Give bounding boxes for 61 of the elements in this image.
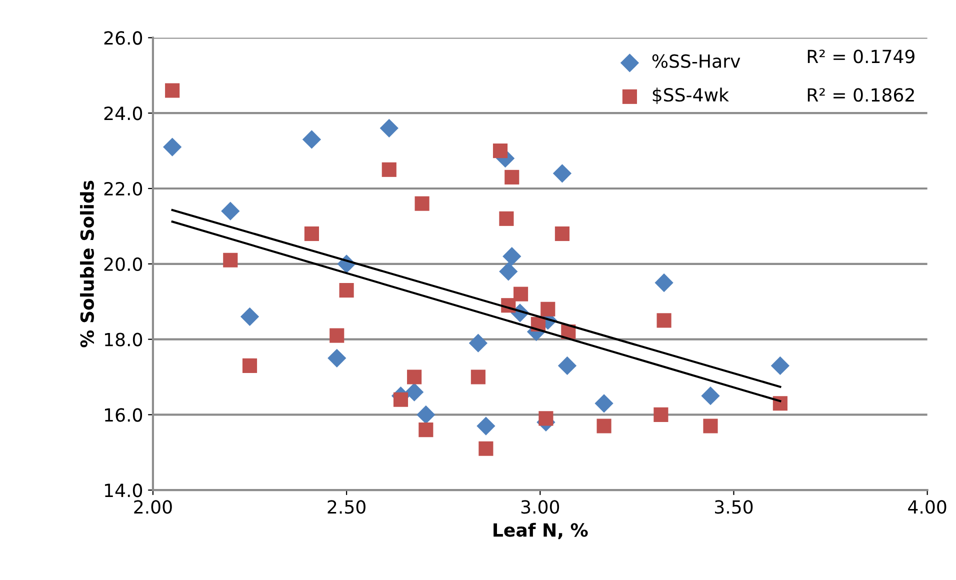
point bbox=[242, 358, 258, 373]
point bbox=[407, 370, 422, 384]
point bbox=[656, 313, 672, 328]
point bbox=[499, 262, 518, 281]
point bbox=[339, 283, 354, 298]
y-tick-label: 20.0 bbox=[104, 257, 142, 272]
point bbox=[772, 396, 788, 411]
point bbox=[470, 370, 486, 384]
point bbox=[499, 211, 514, 226]
point bbox=[596, 418, 612, 434]
point bbox=[552, 164, 572, 183]
legend-label: %SS-Harv bbox=[652, 54, 740, 68]
point bbox=[492, 144, 508, 158]
point bbox=[380, 118, 398, 138]
point bbox=[382, 162, 396, 177]
y-axis-title: % Soluble Solids bbox=[80, 180, 94, 348]
point bbox=[654, 407, 668, 422]
x-tick-label: 3.00 bbox=[521, 500, 560, 514]
point bbox=[330, 328, 344, 343]
point bbox=[701, 386, 720, 406]
point bbox=[594, 394, 614, 413]
point bbox=[240, 307, 260, 326]
annotation: R² = 0.1862 bbox=[808, 88, 914, 102]
y-tick-label: 14.0 bbox=[105, 484, 142, 498]
y-tick-label: 18.0 bbox=[105, 332, 142, 346]
point bbox=[770, 356, 790, 376]
point bbox=[302, 130, 322, 149]
y-tick-label: 22.0 bbox=[104, 182, 142, 196]
point bbox=[538, 411, 554, 426]
point bbox=[468, 334, 488, 352]
point bbox=[476, 416, 496, 436]
point bbox=[414, 196, 430, 211]
point bbox=[393, 392, 408, 407]
point bbox=[328, 348, 346, 368]
point bbox=[416, 405, 436, 424]
annotation: R² = 0.1749 bbox=[808, 50, 914, 64]
x-tick-label: 2.50 bbox=[328, 500, 366, 514]
point bbox=[223, 252, 238, 268]
x-tick-label: 4.00 bbox=[908, 500, 946, 514]
x-axis-title: Leaf N, % bbox=[494, 522, 588, 540]
point bbox=[504, 170, 520, 184]
point bbox=[558, 356, 577, 376]
point bbox=[221, 202, 240, 220]
point bbox=[540, 302, 556, 316]
point bbox=[513, 286, 528, 302]
point bbox=[418, 422, 434, 438]
point bbox=[163, 138, 182, 156]
point bbox=[478, 441, 494, 456]
point bbox=[654, 273, 674, 292]
point bbox=[404, 382, 424, 402]
point bbox=[554, 226, 570, 242]
point bbox=[703, 418, 718, 434]
legend-label: $SS-4wk bbox=[652, 88, 729, 104]
y-tick-label: 24.0 bbox=[104, 106, 142, 120]
y-tick-label: 26.0 bbox=[104, 31, 142, 45]
point bbox=[502, 247, 522, 266]
x-tick-label: 3.50 bbox=[715, 500, 753, 514]
y-tick-label: 16.0 bbox=[105, 408, 142, 422]
point bbox=[304, 226, 319, 242]
x-tick-label: 2.00 bbox=[134, 500, 172, 514]
point bbox=[165, 83, 180, 98]
